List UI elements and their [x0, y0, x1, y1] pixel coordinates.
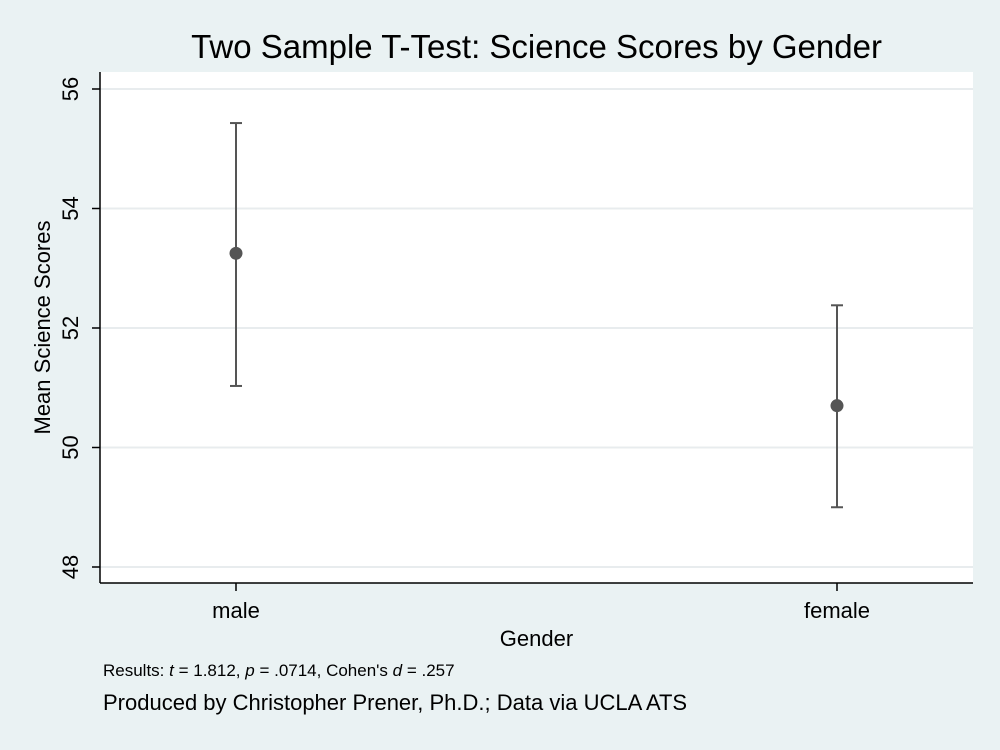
y-tick-label: 50	[58, 435, 83, 459]
x-tick-label-female: female	[804, 598, 870, 623]
data-marks	[229, 122, 844, 509]
y-tick-label: 52	[58, 316, 83, 340]
t-value: = 1.812,	[173, 661, 246, 680]
results-prefix: Results:	[103, 661, 170, 680]
mean-point-male	[229, 246, 243, 260]
results-note: Results: t = 1.812, p = .0714, Cohen's d…	[103, 661, 455, 681]
p-value: = .0714, Cohen's	[254, 661, 393, 680]
d-symbol: d	[392, 661, 403, 680]
p-symbol: p	[245, 661, 255, 680]
y-tick-label: 54	[58, 196, 83, 220]
credit-note: Produced by Christopher Prener, Ph.D.; D…	[103, 690, 688, 715]
y-tick-label: 48	[58, 555, 83, 579]
y-tick-label: 56	[58, 77, 83, 101]
t-symbol: t	[169, 661, 174, 680]
x-axis-title: Gender	[500, 626, 573, 651]
chart-title: Two Sample T-Test: Science Scores by Gen…	[191, 28, 882, 65]
gridlines	[100, 88, 973, 568]
axes: 48 50 52 54 56 male female	[58, 72, 973, 623]
x-tick-label-male: male	[212, 598, 260, 623]
y-axis-title: Mean Science Scores	[30, 221, 55, 435]
d-value: = .257	[402, 661, 455, 680]
mean-point-female	[830, 399, 844, 413]
